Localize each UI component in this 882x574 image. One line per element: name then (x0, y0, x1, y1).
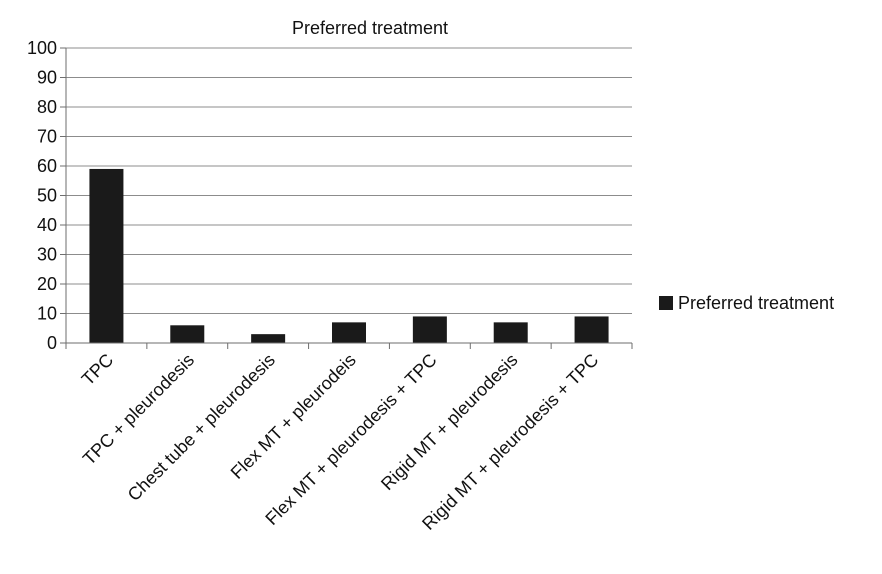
legend-label: Preferred treatment (678, 293, 834, 313)
bar (493, 322, 528, 343)
y-tick-label: 30 (37, 245, 57, 265)
bar (412, 316, 447, 343)
x-category-label: Rigid MT + pleurodesis (377, 350, 521, 494)
bar (574, 316, 609, 343)
y-tick-label: 50 (37, 186, 57, 206)
x-category-label: TPC (78, 350, 118, 390)
bar (332, 322, 366, 343)
chart-title: Preferred treatment (292, 18, 448, 38)
x-category-label: Flex MT + pleurodesis + TPC (261, 350, 440, 529)
legend-swatch (659, 296, 673, 310)
y-tick-label: 0 (47, 333, 57, 353)
legend: Preferred treatment (659, 293, 834, 313)
y-tick-label: 10 (37, 304, 57, 324)
y-tick-label: 60 (37, 156, 57, 176)
axes (60, 47, 633, 349)
x-category-label: Rigid MT + pleurodesis + TPC (418, 350, 602, 534)
bar (89, 168, 124, 343)
bar (170, 325, 205, 343)
y-tick-label: 40 (37, 215, 57, 235)
y-tick-label: 20 (37, 274, 57, 294)
x-category-label: Chest tube + pleurodesis (124, 350, 279, 505)
y-tick-label: 70 (37, 127, 57, 147)
bar (251, 334, 286, 343)
gridlines (66, 47, 632, 314)
y-tick-label: 80 (37, 97, 57, 117)
y-axis-tick-labels: 0 10 20 30 40 50 60 70 80 90 100 (27, 38, 57, 353)
bars (89, 168, 609, 343)
y-tick-label: 90 (37, 68, 57, 88)
y-tick-label: 100 (27, 38, 57, 58)
